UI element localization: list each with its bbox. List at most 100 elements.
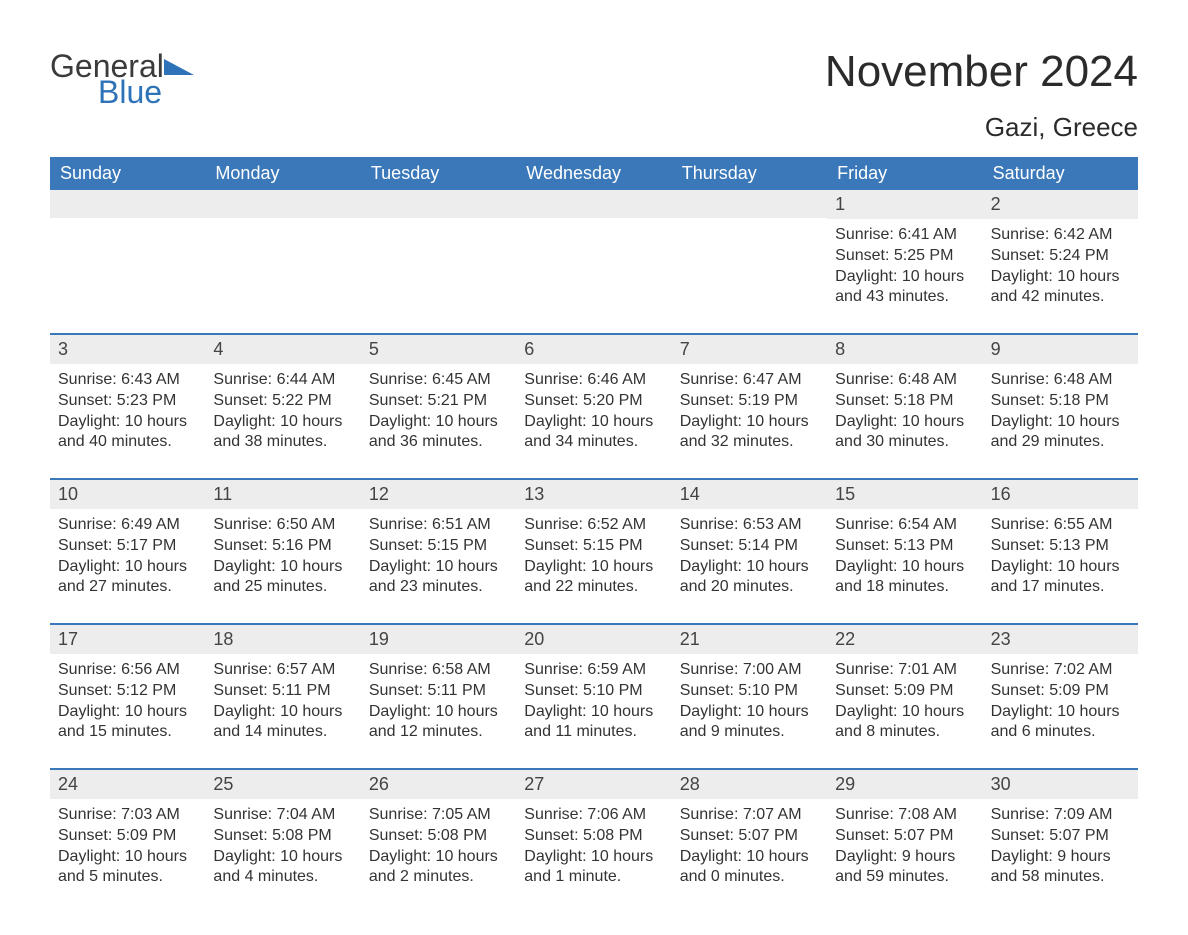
day-cell: 4Sunrise: 6:44 AMSunset: 5:22 PMDaylight…	[205, 335, 360, 460]
daylight-text: and 34 minutes.	[524, 432, 663, 453]
day-body: Sunrise: 6:59 AMSunset: 5:10 PMDaylight:…	[516, 654, 671, 750]
sunset-text: Sunset: 5:25 PM	[835, 246, 974, 267]
day-body: Sunrise: 7:07 AMSunset: 5:07 PMDaylight:…	[672, 799, 827, 895]
day-cell	[361, 190, 516, 315]
day-cell: 23Sunrise: 7:02 AMSunset: 5:09 PMDayligh…	[983, 625, 1138, 750]
daylight-text: and 8 minutes.	[835, 722, 974, 743]
sunset-text: Sunset: 5:22 PM	[213, 391, 352, 412]
daylight-text: Daylight: 10 hours	[369, 847, 508, 868]
weekday-header: Monday	[205, 157, 360, 190]
daylight-text: and 25 minutes.	[213, 577, 352, 598]
day-number: 22	[827, 625, 982, 654]
daylight-text: Daylight: 10 hours	[991, 557, 1130, 578]
day-body: Sunrise: 6:44 AMSunset: 5:22 PMDaylight:…	[205, 364, 360, 460]
day-number: 13	[516, 480, 671, 509]
sunset-text: Sunset: 5:15 PM	[369, 536, 508, 557]
sunrise-text: Sunrise: 6:58 AM	[369, 660, 508, 681]
daylight-text: Daylight: 10 hours	[680, 557, 819, 578]
daylight-text: Daylight: 10 hours	[524, 412, 663, 433]
day-body: Sunrise: 6:42 AMSunset: 5:24 PMDaylight:…	[983, 219, 1138, 315]
day-number: 4	[205, 335, 360, 364]
day-number: 17	[50, 625, 205, 654]
daylight-text: Daylight: 10 hours	[213, 557, 352, 578]
sunrise-text: Sunrise: 6:54 AM	[835, 515, 974, 536]
day-cell: 14Sunrise: 6:53 AMSunset: 5:14 PMDayligh…	[672, 480, 827, 605]
sunrise-text: Sunrise: 6:43 AM	[58, 370, 197, 391]
daylight-text: Daylight: 9 hours	[991, 847, 1130, 868]
calendar-grid: Sunday Monday Tuesday Wednesday Thursday…	[50, 157, 1138, 895]
sunrise-text: Sunrise: 6:59 AM	[524, 660, 663, 681]
daylight-text: and 59 minutes.	[835, 867, 974, 888]
day-cell: 27Sunrise: 7:06 AMSunset: 5:08 PMDayligh…	[516, 770, 671, 895]
sunrise-text: Sunrise: 7:06 AM	[524, 805, 663, 826]
daylight-text: and 30 minutes.	[835, 432, 974, 453]
day-body: Sunrise: 6:45 AMSunset: 5:21 PMDaylight:…	[361, 364, 516, 460]
day-cell: 15Sunrise: 6:54 AMSunset: 5:13 PMDayligh…	[827, 480, 982, 605]
brand-logo: General Blue	[50, 50, 194, 108]
day-body: Sunrise: 7:00 AMSunset: 5:10 PMDaylight:…	[672, 654, 827, 750]
weekday-header: Wednesday	[516, 157, 671, 190]
day-body: Sunrise: 7:04 AMSunset: 5:08 PMDaylight:…	[205, 799, 360, 895]
sunset-text: Sunset: 5:09 PM	[991, 681, 1130, 702]
day-cell: 5Sunrise: 6:45 AMSunset: 5:21 PMDaylight…	[361, 335, 516, 460]
sunset-text: Sunset: 5:18 PM	[835, 391, 974, 412]
daylight-text: Daylight: 10 hours	[58, 412, 197, 433]
day-body: Sunrise: 6:50 AMSunset: 5:16 PMDaylight:…	[205, 509, 360, 605]
sunset-text: Sunset: 5:14 PM	[680, 536, 819, 557]
day-body: Sunrise: 7:02 AMSunset: 5:09 PMDaylight:…	[983, 654, 1138, 750]
sunrise-text: Sunrise: 6:45 AM	[369, 370, 508, 391]
daylight-text: Daylight: 10 hours	[58, 847, 197, 868]
day-body: Sunrise: 7:05 AMSunset: 5:08 PMDaylight:…	[361, 799, 516, 895]
sunset-text: Sunset: 5:07 PM	[835, 826, 974, 847]
day-number: 15	[827, 480, 982, 509]
month-title: November 2024	[825, 50, 1138, 94]
day-body: Sunrise: 7:03 AMSunset: 5:09 PMDaylight:…	[50, 799, 205, 895]
sunset-text: Sunset: 5:08 PM	[213, 826, 352, 847]
day-body: Sunrise: 6:51 AMSunset: 5:15 PMDaylight:…	[361, 509, 516, 605]
day-cell: 29Sunrise: 7:08 AMSunset: 5:07 PMDayligh…	[827, 770, 982, 895]
day-body: Sunrise: 6:53 AMSunset: 5:14 PMDaylight:…	[672, 509, 827, 605]
day-cell: 10Sunrise: 6:49 AMSunset: 5:17 PMDayligh…	[50, 480, 205, 605]
sunset-text: Sunset: 5:11 PM	[369, 681, 508, 702]
daylight-text: Daylight: 10 hours	[524, 557, 663, 578]
day-number: 28	[672, 770, 827, 799]
daylight-text: and 12 minutes.	[369, 722, 508, 743]
sunset-text: Sunset: 5:23 PM	[58, 391, 197, 412]
day-number	[50, 190, 205, 218]
day-number: 23	[983, 625, 1138, 654]
sunrise-text: Sunrise: 7:07 AM	[680, 805, 819, 826]
day-cell: 21Sunrise: 7:00 AMSunset: 5:10 PMDayligh…	[672, 625, 827, 750]
sunrise-text: Sunrise: 6:53 AM	[680, 515, 819, 536]
day-number	[672, 190, 827, 218]
flag-icon	[164, 50, 194, 82]
weekday-header: Thursday	[672, 157, 827, 190]
sunset-text: Sunset: 5:13 PM	[991, 536, 1130, 557]
day-cell: 1Sunrise: 6:41 AMSunset: 5:25 PMDaylight…	[827, 190, 982, 315]
sunrise-text: Sunrise: 6:49 AM	[58, 515, 197, 536]
day-number: 14	[672, 480, 827, 509]
daylight-text: Daylight: 10 hours	[680, 847, 819, 868]
sunset-text: Sunset: 5:10 PM	[524, 681, 663, 702]
sunrise-text: Sunrise: 7:01 AM	[835, 660, 974, 681]
day-cell: 11Sunrise: 6:50 AMSunset: 5:16 PMDayligh…	[205, 480, 360, 605]
sunset-text: Sunset: 5:17 PM	[58, 536, 197, 557]
sunrise-text: Sunrise: 6:55 AM	[991, 515, 1130, 536]
day-body	[50, 218, 205, 314]
week-row: 3Sunrise: 6:43 AMSunset: 5:23 PMDaylight…	[50, 333, 1138, 460]
daylight-text: Daylight: 10 hours	[524, 847, 663, 868]
daylight-text: Daylight: 10 hours	[835, 267, 974, 288]
daylight-text: and 6 minutes.	[991, 722, 1130, 743]
calendar-page: General Blue November 2024 Gazi, Greece …	[0, 0, 1188, 935]
day-body: Sunrise: 7:08 AMSunset: 5:07 PMDaylight:…	[827, 799, 982, 895]
day-number: 24	[50, 770, 205, 799]
daylight-text: Daylight: 10 hours	[991, 267, 1130, 288]
day-number	[205, 190, 360, 218]
day-body: Sunrise: 6:54 AMSunset: 5:13 PMDaylight:…	[827, 509, 982, 605]
day-number: 1	[827, 190, 982, 219]
week-row: 10Sunrise: 6:49 AMSunset: 5:17 PMDayligh…	[50, 478, 1138, 605]
daylight-text: Daylight: 10 hours	[369, 702, 508, 723]
sunset-text: Sunset: 5:09 PM	[835, 681, 974, 702]
daylight-text: and 43 minutes.	[835, 287, 974, 308]
daylight-text: and 23 minutes.	[369, 577, 508, 598]
day-body: Sunrise: 6:55 AMSunset: 5:13 PMDaylight:…	[983, 509, 1138, 605]
